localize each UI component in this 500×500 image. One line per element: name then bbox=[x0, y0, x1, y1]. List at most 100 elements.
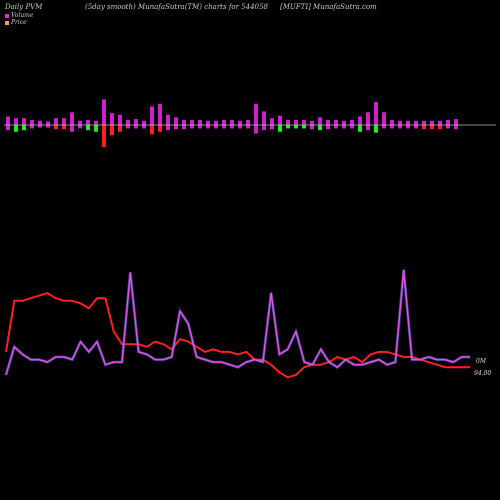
pvm-bar-up bbox=[206, 120, 210, 125]
pvm-bar-down bbox=[62, 125, 66, 130]
pvm-bar-up bbox=[30, 119, 34, 125]
legend-price: Price bbox=[5, 19, 27, 26]
pvm-bar-up bbox=[270, 118, 274, 125]
pvm-bar-down bbox=[446, 125, 450, 129]
pvm-bar-down bbox=[294, 125, 298, 129]
pvm-bar-down bbox=[118, 125, 122, 132]
pvm-bar-down bbox=[158, 125, 162, 132]
pvm-bar-up bbox=[438, 120, 442, 125]
pvm-bar-up bbox=[126, 119, 130, 125]
pvm-bar-up bbox=[70, 112, 74, 125]
pvm-bar-up bbox=[190, 119, 194, 125]
pvm-bar-down bbox=[206, 125, 210, 129]
pvm-bar-up bbox=[214, 120, 218, 125]
pvm-bar-up bbox=[22, 118, 26, 125]
pvm-bar-up bbox=[446, 119, 450, 125]
volume-end-label: 0M bbox=[476, 358, 487, 365]
pvm-bar-down bbox=[286, 125, 290, 129]
pvm-bar-down bbox=[190, 125, 194, 129]
pvm-bar-up bbox=[54, 118, 58, 125]
pvm-bar-down bbox=[302, 125, 306, 129]
pvm-bar-down bbox=[254, 125, 258, 134]
pvm-bar-down bbox=[214, 125, 218, 129]
pvm-bar-down bbox=[86, 125, 90, 131]
pvm-bar-down bbox=[414, 125, 418, 129]
pvm-bar-up bbox=[390, 119, 394, 125]
pvm-bar-up bbox=[422, 120, 426, 125]
pvm-bar-up bbox=[294, 119, 298, 125]
pvm-bar-up bbox=[382, 112, 386, 125]
pvm-bar-down bbox=[46, 125, 50, 128]
pvm-bar-down bbox=[398, 125, 402, 129]
pvm-bar-down bbox=[270, 125, 274, 130]
pvm-bar-down bbox=[422, 125, 426, 130]
pvm-bar-up bbox=[414, 120, 418, 125]
pvm-bar-up bbox=[78, 120, 82, 125]
pvm-bar-up bbox=[326, 119, 330, 125]
pvm-bars-layer bbox=[6, 99, 458, 148]
pvm-bar-down bbox=[22, 125, 26, 131]
price-end-label: 94.00 bbox=[474, 370, 491, 377]
pvm-bar-down bbox=[174, 125, 178, 130]
price-line bbox=[5, 292, 470, 379]
pvm-bar-down bbox=[198, 125, 202, 129]
pvm-bar-up bbox=[198, 119, 202, 125]
pvm-bar-down bbox=[278, 125, 282, 132]
pvm-bar-down bbox=[310, 125, 314, 130]
pvm-bar-up bbox=[102, 99, 106, 125]
pvm-bar-down bbox=[166, 125, 170, 131]
pvm-bar-up bbox=[14, 118, 18, 125]
pvm-bar-up bbox=[166, 114, 170, 125]
chart-header-center: (5day smooth) MunafaSutra(TM) charts for… bbox=[85, 3, 268, 11]
pvm-bar-down bbox=[334, 125, 338, 129]
pvm-bar-down bbox=[382, 125, 386, 129]
pvm-bar-down bbox=[358, 125, 362, 132]
pvm-bar-up bbox=[110, 113, 114, 125]
volume-line-glow bbox=[4, 269, 470, 376]
pvm-bar-up bbox=[430, 120, 434, 125]
pvm-bar-down bbox=[38, 125, 42, 128]
pvm-bar-down bbox=[70, 125, 74, 132]
pvm-bar-up bbox=[6, 116, 10, 125]
pvm-bar-up bbox=[246, 119, 250, 125]
pvm-bar-up bbox=[398, 120, 402, 125]
pvm-bar-up bbox=[350, 119, 354, 125]
pvm-bar-up bbox=[142, 120, 146, 125]
pvm-bar-up bbox=[358, 116, 362, 125]
pvm-bar-up bbox=[262, 111, 266, 125]
pvm-bar-up bbox=[286, 119, 290, 125]
pvm-bar-up bbox=[222, 119, 226, 125]
pvm-bar-down bbox=[342, 125, 346, 129]
pvm-bar-down bbox=[54, 125, 58, 130]
pvm-bar-up bbox=[406, 120, 410, 125]
pvm-bar-down bbox=[318, 125, 322, 131]
chart-header-right: [MUFTI] MunafaSutra.com bbox=[280, 3, 377, 11]
pvm-bar-up bbox=[310, 120, 314, 125]
pvm-bar-down bbox=[366, 125, 370, 131]
pvm-bar-down bbox=[406, 125, 410, 129]
pvm-bar-up bbox=[62, 118, 66, 125]
pvm-bar-down bbox=[78, 125, 82, 129]
pvm-bar-down bbox=[390, 125, 394, 129]
pvm-bar-down bbox=[126, 125, 130, 129]
pvm-bar-up bbox=[342, 120, 346, 125]
pvm-bar-up bbox=[118, 114, 122, 125]
pvm-bar-down bbox=[262, 125, 266, 131]
pvm-bar-down bbox=[110, 125, 114, 136]
pvm-bar-up bbox=[134, 119, 138, 125]
pvm-bar-down bbox=[6, 125, 10, 131]
legend-price-swatch bbox=[5, 20, 9, 25]
volume-line bbox=[5, 269, 470, 376]
pvm-bar-up bbox=[278, 115, 282, 125]
legend-volume-label: Volume bbox=[11, 12, 34, 19]
pvm-bar-down bbox=[102, 125, 106, 148]
pvm-bar-down bbox=[30, 125, 34, 129]
pvm-bar-up bbox=[230, 119, 234, 125]
pvm-bar-up bbox=[38, 120, 42, 125]
pvm-bar-down bbox=[142, 125, 146, 129]
pvm-bar-up bbox=[158, 103, 162, 125]
pvm-bar-up bbox=[334, 119, 338, 125]
pvm-bar-down bbox=[374, 125, 378, 133]
pvm-bar-up bbox=[182, 119, 186, 125]
